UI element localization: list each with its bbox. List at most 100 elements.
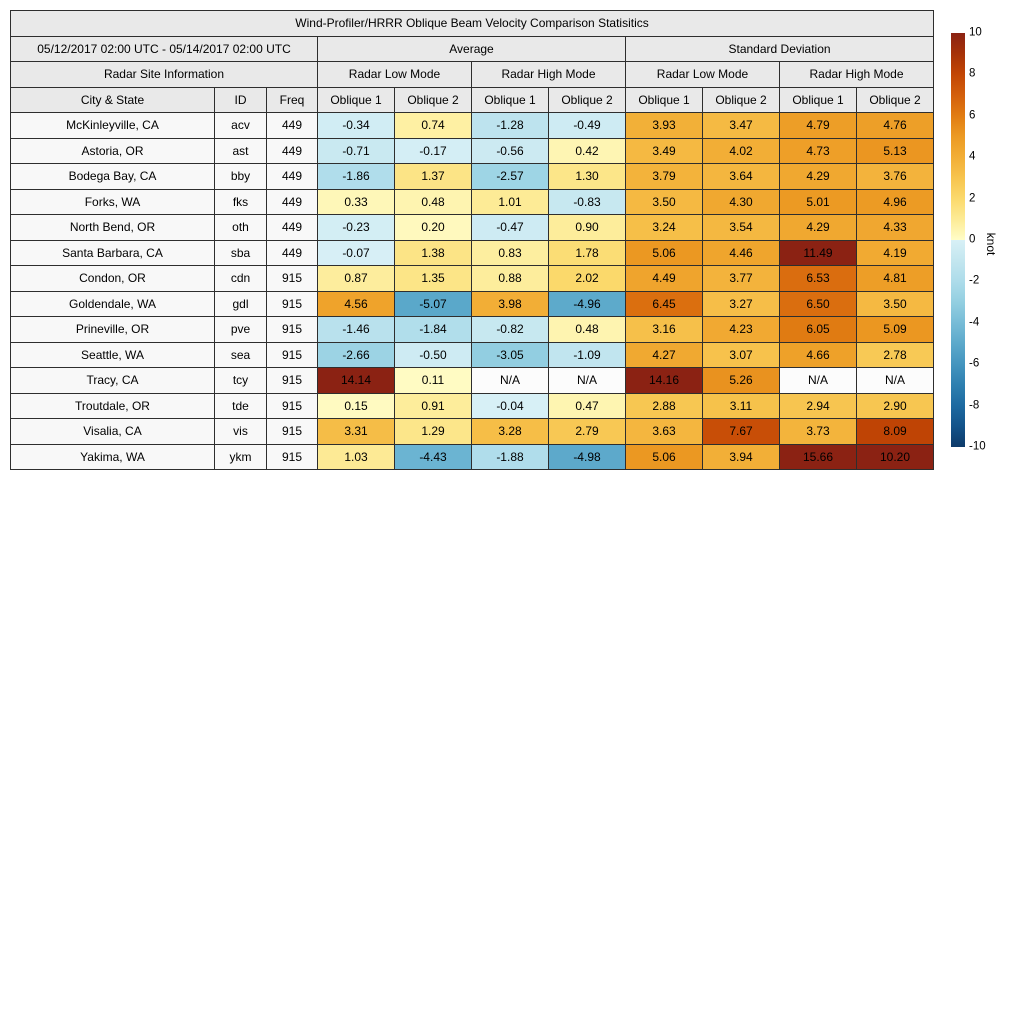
value-cell: 4.46 <box>702 239 780 266</box>
site-id-cell: sba <box>214 239 267 266</box>
colorbar-unit-label: knot <box>984 232 998 256</box>
colorbar-tick-label: 6 <box>969 109 976 122</box>
value-cell: 5.01 <box>779 188 857 215</box>
value-cell: 3.93 <box>625 112 703 139</box>
oblique1-header: Oblique 1 <box>317 86 395 113</box>
id-header: ID <box>214 86 267 113</box>
site-id-cell: bby <box>214 163 267 190</box>
value-cell: -0.83 <box>548 188 626 215</box>
stats-table: Wind-Profiler/HRRR Oblique Beam Velocity… <box>9 10 935 470</box>
colorbar-tick-label: -10 <box>969 440 986 453</box>
value-cell: 14.14 <box>317 367 395 394</box>
value-cell: 3.24 <box>625 214 703 241</box>
value-cell: 0.20 <box>394 214 472 241</box>
colorbar-tick-label: 8 <box>969 67 976 80</box>
value-cell: 3.50 <box>855 290 935 317</box>
site-id-cell: ast <box>214 137 267 164</box>
avg-low-mode-header: Radar Low Mode <box>317 61 472 88</box>
table-row: Prineville, OR pve 915 -1.46 -1.84 -0.82 0.48 3… <box>10 316 935 343</box>
value-cell: 4.02 <box>702 137 780 164</box>
value-cell: 1.38 <box>394 239 472 266</box>
site-id-cell: ykm <box>214 443 267 470</box>
colorbar-tick-label: 0 <box>969 233 976 246</box>
value-cell-na: N/A <box>548 367 626 394</box>
value-cell: 3.63 <box>625 418 703 445</box>
value-cell: 0.83 <box>471 239 549 266</box>
value-cell: -2.66 <box>317 341 395 368</box>
colorbar-gradient <box>951 33 965 447</box>
value-cell: -1.28 <box>471 112 549 139</box>
value-cell: 5.06 <box>625 239 703 266</box>
value-cell: 0.88 <box>471 265 549 292</box>
mode-header-row: Radar Site Information Radar Low Mode Ra… <box>10 61 935 88</box>
city-cell: Santa Barbara, CA <box>10 239 215 266</box>
site-id-cell: gdl <box>214 290 267 317</box>
value-cell: 3.77 <box>702 265 780 292</box>
site-id-cell: oth <box>214 214 267 241</box>
value-cell: -2.57 <box>471 163 549 190</box>
value-cell: 3.50 <box>625 188 703 215</box>
city-cell: North Bend, OR <box>10 214 215 241</box>
value-cell: 3.11 <box>702 392 780 419</box>
site-id-cell: acv <box>214 112 267 139</box>
value-cell: 8.09 <box>855 418 935 445</box>
value-cell: 6.05 <box>779 316 857 343</box>
table-row: Santa Barbara, CA sba 449 -0.07 1.38 0.83 1.78… <box>10 239 935 266</box>
value-cell: -0.71 <box>317 137 395 164</box>
value-cell: 0.11 <box>394 367 472 394</box>
table-row: Tracy, CA tcy 915 14.14 0.11 N/A N/A 14.16 5.26 N… <box>10 367 935 394</box>
value-cell: -4.96 <box>548 290 626 317</box>
value-cell: 3.28 <box>471 418 549 445</box>
value-cell: 5.26 <box>702 367 780 394</box>
site-id-cell: vis <box>214 418 267 445</box>
value-cell: 3.54 <box>702 214 780 241</box>
city-cell: Seattle, WA <box>10 341 215 368</box>
period-cell: 05/12/2017 02:00 UTC - 05/14/2017 02:00 … <box>10 35 318 62</box>
std-low-mode-header: Radar Low Mode <box>625 61 780 88</box>
freq-cell: 449 <box>266 239 318 266</box>
value-cell: 1.30 <box>548 163 626 190</box>
value-cell: 3.16 <box>625 316 703 343</box>
value-cell: 4.49 <box>625 265 703 292</box>
value-cell: 0.48 <box>548 316 626 343</box>
value-cell: 4.76 <box>855 112 935 139</box>
value-cell: 3.73 <box>779 418 857 445</box>
value-cell: -1.46 <box>317 316 395 343</box>
value-cell: 1.35 <box>394 265 472 292</box>
value-cell: 2.02 <box>548 265 626 292</box>
value-cell: -0.07 <box>317 239 395 266</box>
value-cell: -4.98 <box>548 443 626 470</box>
city-cell: McKinleyville, CA <box>10 112 215 139</box>
value-cell: -0.56 <box>471 137 549 164</box>
value-cell: 4.56 <box>317 290 395 317</box>
group-header-row: 05/12/2017 02:00 UTC - 05/14/2017 02:00 … <box>10 35 935 62</box>
site-id-cell: fks <box>214 188 267 215</box>
value-cell: -0.17 <box>394 137 472 164</box>
value-cell: -0.04 <box>471 392 549 419</box>
city-cell: Visalia, CA <box>10 418 215 445</box>
table-row: Troutdale, OR tde 915 0.15 0.91 -0.04 0.47 2.88… <box>10 392 935 419</box>
avg-high-mode-header: Radar High Mode <box>471 61 626 88</box>
title-row: Wind-Profiler/HRRR Oblique Beam Velocity… <box>9 10 935 37</box>
value-cell: 4.19 <box>855 239 935 266</box>
value-cell: 11.49 <box>779 239 857 266</box>
value-cell: -3.05 <box>471 341 549 368</box>
value-cell: 0.15 <box>317 392 395 419</box>
freq-cell: 449 <box>266 214 318 241</box>
colorbar: 10 8 6 4 2 0 -2 -4 -6 -8 -10 knot <box>951 27 998 452</box>
table-row: North Bend, OR oth 449 -0.23 0.20 -0.47 0.90 3.… <box>10 214 935 241</box>
city-cell: Prineville, OR <box>10 316 215 343</box>
value-cell: 3.98 <box>471 290 549 317</box>
value-cell: 1.01 <box>471 188 549 215</box>
value-cell: 3.27 <box>702 290 780 317</box>
value-cell: 4.23 <box>702 316 780 343</box>
city-cell: Tracy, CA <box>10 367 215 394</box>
city-cell: Astoria, OR <box>10 137 215 164</box>
value-cell: -1.86 <box>317 163 395 190</box>
oblique2-header: Oblique 2 <box>394 86 472 113</box>
group-header-standard-deviation: Standard Deviation <box>624 35 935 62</box>
value-cell: 0.48 <box>394 188 472 215</box>
colorbar-tick-label: -6 <box>969 357 980 370</box>
value-cell: -0.50 <box>394 341 472 368</box>
